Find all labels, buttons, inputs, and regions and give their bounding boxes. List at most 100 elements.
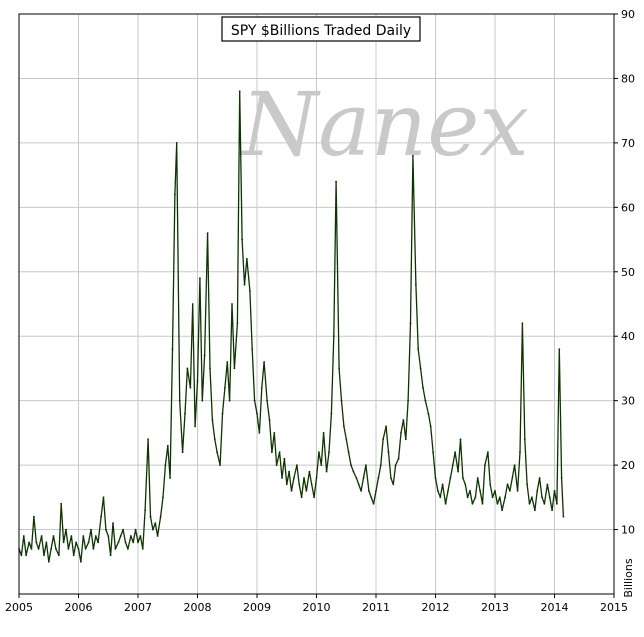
data-point xyxy=(290,490,293,492)
x-tick-label: 2007 xyxy=(124,601,152,614)
data-point xyxy=(476,477,479,479)
data-point xyxy=(293,477,295,479)
data-point xyxy=(538,477,541,479)
chart-title-box: SPY $Billions Traded Daily xyxy=(221,16,421,42)
data-point xyxy=(531,496,533,499)
data-point xyxy=(75,541,77,544)
data-point xyxy=(464,483,467,486)
data-point xyxy=(350,464,352,466)
y-axis-label: Billions xyxy=(622,558,635,597)
data-point xyxy=(390,477,392,479)
data-point xyxy=(320,464,323,466)
data-point xyxy=(556,502,558,505)
data-point xyxy=(355,477,358,479)
data-point xyxy=(437,490,439,492)
data-point xyxy=(191,303,194,305)
data-point xyxy=(186,367,189,370)
data-point xyxy=(141,548,144,550)
data-point xyxy=(400,432,402,434)
data-point xyxy=(139,535,142,537)
data-point xyxy=(281,477,283,479)
data-point xyxy=(228,399,231,402)
data-point xyxy=(412,154,414,157)
data-point xyxy=(360,490,362,492)
y-tick-label: 40 xyxy=(621,330,635,343)
data-point xyxy=(65,528,67,531)
data-point xyxy=(504,496,506,499)
data-point xyxy=(526,483,528,486)
data-point xyxy=(509,490,511,492)
data-point xyxy=(92,548,95,550)
data-point xyxy=(496,502,499,505)
y-axis: 10 20 30 40 50 60 70 80 90 xyxy=(614,8,635,537)
data-point xyxy=(466,496,469,499)
data-point xyxy=(451,464,454,466)
data-point xyxy=(511,477,514,479)
data-point xyxy=(45,541,48,544)
data-point xyxy=(335,180,337,183)
x-tick-label: 2006 xyxy=(65,601,93,614)
data-point xyxy=(117,541,120,544)
data-point xyxy=(249,290,251,292)
data-point xyxy=(72,554,75,557)
data-point xyxy=(303,477,305,479)
data-point xyxy=(102,496,105,499)
x-tick-label: 2014 xyxy=(541,601,569,614)
data-point xyxy=(119,535,122,537)
data-point xyxy=(77,548,80,550)
data-point xyxy=(516,490,519,492)
data-point xyxy=(268,419,271,421)
data-point xyxy=(107,535,110,537)
data-point xyxy=(345,438,348,441)
data-point xyxy=(429,425,432,428)
data-point xyxy=(487,451,489,454)
data-point xyxy=(457,470,459,473)
data-point xyxy=(206,232,209,235)
data-point xyxy=(263,361,265,363)
data-point xyxy=(216,451,219,454)
data-point xyxy=(238,90,241,93)
data-point xyxy=(494,490,496,492)
data-point xyxy=(226,361,229,363)
data-point xyxy=(174,193,176,196)
data-point xyxy=(444,502,447,505)
data-point xyxy=(134,528,137,531)
data-point xyxy=(236,322,239,325)
data-point xyxy=(454,451,456,454)
data-point xyxy=(322,432,325,434)
x-tick-label: 2009 xyxy=(243,601,271,614)
data-point xyxy=(296,464,298,466)
data-point xyxy=(40,535,43,537)
data-point xyxy=(551,509,553,512)
data-point xyxy=(491,496,494,499)
data-point xyxy=(156,535,159,537)
data-point xyxy=(489,483,492,486)
data-point xyxy=(392,483,395,486)
data-point xyxy=(196,380,199,383)
data-point xyxy=(352,470,355,473)
data-point xyxy=(47,560,50,563)
data-point xyxy=(87,541,90,544)
data-point xyxy=(209,367,211,370)
data-point xyxy=(419,367,422,370)
y-tick-label: 10 xyxy=(621,524,635,537)
data-point xyxy=(534,509,536,512)
data-point xyxy=(181,451,184,454)
data-point xyxy=(338,367,340,370)
data-point xyxy=(372,502,375,505)
data-point xyxy=(484,464,486,466)
data-point xyxy=(288,470,290,473)
data-point xyxy=(233,367,236,370)
data-point xyxy=(213,438,216,441)
data-point xyxy=(560,477,563,479)
data-point xyxy=(328,451,330,454)
data-point xyxy=(365,464,367,466)
data-point xyxy=(30,548,33,550)
x-tick-label: 2011 xyxy=(362,601,390,614)
data-point xyxy=(224,386,226,389)
data-point xyxy=(310,483,313,486)
data-point xyxy=(273,432,276,434)
data-point xyxy=(558,348,561,350)
data-point xyxy=(469,490,471,492)
y-tick-label: 60 xyxy=(621,201,635,214)
